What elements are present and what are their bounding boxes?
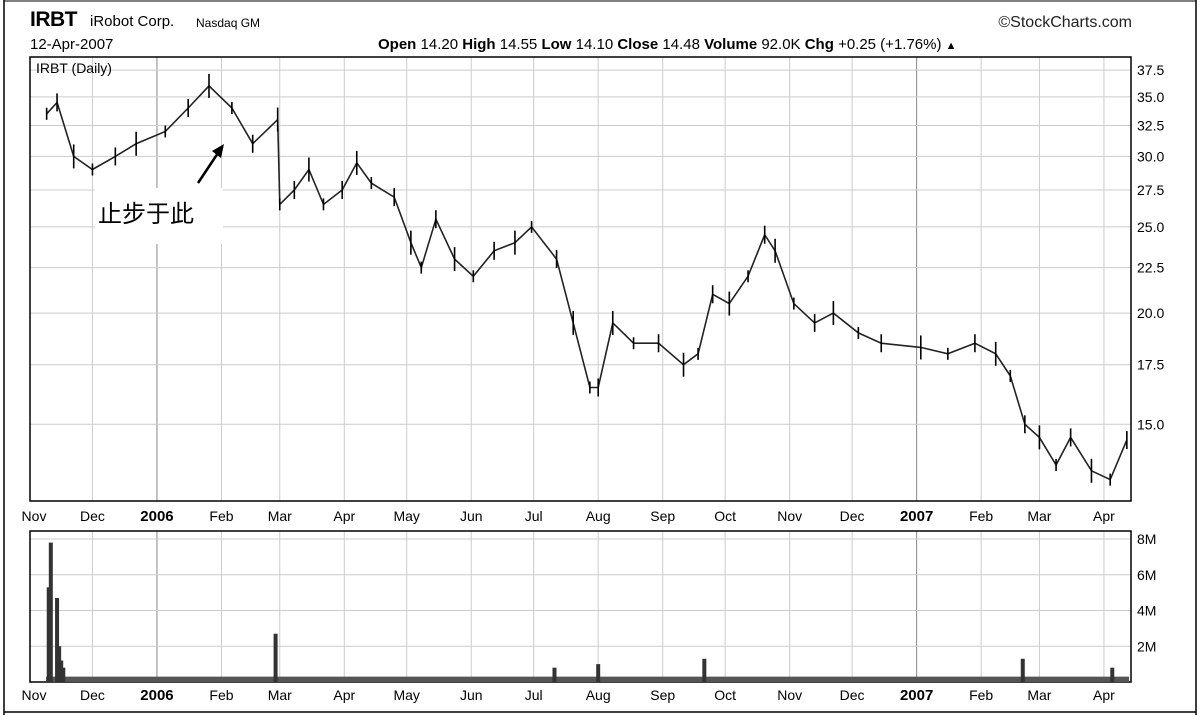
x-tick-label: Nov <box>777 508 802 524</box>
volume-bar <box>57 646 62 682</box>
price-grid <box>30 57 1131 501</box>
chart-date: 12-Apr-2007 <box>30 36 114 53</box>
x-tick-label: Nov <box>777 687 802 703</box>
source-credit[interactable]: ©StockCharts.com <box>998 14 1132 31</box>
x-tick-label: Dec <box>80 508 105 524</box>
quote-open-value: 14.20 <box>420 36 459 53</box>
x-tick-label: Nov <box>22 508 47 524</box>
y-tick-label: 30.0 <box>1137 148 1164 164</box>
quote-high-value: 14.55 <box>499 36 538 53</box>
quote-chg-label: Chg <box>804 36 834 53</box>
y-tick-label: 22.5 <box>1137 260 1164 276</box>
quote-low-label: Low <box>541 36 572 53</box>
y-tick-label: 20.0 <box>1137 305 1164 321</box>
x-tick-label: Apr <box>333 508 355 524</box>
volume-bar <box>552 667 557 682</box>
x-tick-label: Sep <box>650 687 675 703</box>
ticker-symbol: IRBT <box>30 8 78 31</box>
volume-bar <box>59 660 64 682</box>
x-tick-label: Jul <box>525 687 543 703</box>
volume-bar <box>61 667 66 682</box>
volume-y-axis: 2M 4M 6M 8M <box>1137 531 1156 654</box>
volume-bars <box>46 542 1129 682</box>
x-tick-label: Feb <box>969 687 993 703</box>
company-name: iRobot Corp. <box>90 13 175 30</box>
chart-subtitle: IRBT (Daily) <box>36 60 112 76</box>
x-tick-label: Aug <box>586 508 611 524</box>
x-tick-label: 2007 <box>900 508 933 525</box>
x-tick-label: Feb <box>969 508 993 524</box>
x-tick-label: Apr <box>1093 508 1115 524</box>
x-tick-label: Dec <box>840 687 865 703</box>
x-tick-label: Oct <box>714 687 736 703</box>
x-tick-label: Oct <box>714 508 736 524</box>
quote-volume-label: Volume <box>704 36 758 53</box>
volume-baseline-band <box>46 676 1129 682</box>
volume-bar <box>702 658 707 682</box>
quote-close-value: 14.48 <box>662 36 700 53</box>
y-tick-label: 35.0 <box>1137 89 1164 105</box>
quote-high-label: High <box>462 36 496 53</box>
price-series <box>45 73 1128 486</box>
x-tick-label: Apr <box>333 687 355 703</box>
x-tick-label: Aug <box>586 687 611 703</box>
x-tick-label: Dec <box>80 687 105 703</box>
quote-summary: Open 14.20 High 14.55 Low 14.10 Close 14… <box>378 36 957 53</box>
y-tick-label: 25.0 <box>1137 219 1164 235</box>
x-tick-label: Mar <box>1027 508 1051 524</box>
quote-volume-value: 92.0K <box>761 36 801 53</box>
x-tick-label: Nov <box>22 687 47 703</box>
y-tick-label: 32.5 <box>1137 117 1164 133</box>
y-tick-label: 27.5 <box>1137 182 1164 198</box>
volume-bar <box>1110 667 1115 682</box>
price-panel-frame <box>29 56 1132 502</box>
x-tick-label: 2006 <box>140 687 173 704</box>
y-tick-label: 2M <box>1137 638 1156 654</box>
annotation-box <box>95 188 223 244</box>
x-tick-label: Mar <box>268 687 292 703</box>
x-tick-label: Apr <box>1093 687 1115 703</box>
volume-bar <box>55 597 60 682</box>
x-tick-label: 2007 <box>900 687 933 704</box>
x-tick-label: Mar <box>268 508 292 524</box>
chg-up-icon: ▲ <box>945 40 957 52</box>
volume-bar <box>596 664 601 682</box>
y-tick-label: 6M <box>1137 567 1156 583</box>
x-tick-label: Sep <box>650 508 675 524</box>
y-tick-label: 17.5 <box>1137 357 1164 373</box>
x-tick-label: Feb <box>209 687 233 703</box>
x-tick-label: May <box>393 687 419 703</box>
x-tick-label: Mar <box>1027 687 1051 703</box>
price-x-axis: Nov Dec 2006 Feb Mar Apr May Jun Jul Aug Sep Oct Nov… <box>22 508 1116 525</box>
quote-chg-value: +0.25 (+1.76%) <box>838 36 942 53</box>
y-tick-label: 4M <box>1137 603 1156 619</box>
arrow-up-right-icon <box>196 144 224 184</box>
x-tick-label: Dec <box>840 508 865 524</box>
quote-low-value: 14.10 <box>575 36 614 53</box>
x-tick-label: Jul <box>525 508 543 524</box>
volume-bar <box>273 633 278 682</box>
volume-x-axis: Nov Dec 2006 Feb Mar Apr May Jun Jul Aug Sep Oct Nov… <box>22 687 1116 704</box>
x-tick-label: Jun <box>460 687 483 703</box>
x-tick-label: 2006 <box>140 508 173 525</box>
volume-bar <box>48 542 53 682</box>
y-tick-label: 37.5 <box>1137 62 1164 78</box>
price-line <box>46 84 1128 481</box>
quote-close-label: Close <box>617 36 659 53</box>
x-tick-label: Feb <box>209 508 233 524</box>
volume-grid <box>30 531 1131 682</box>
y-tick-label: 8M <box>1137 531 1156 547</box>
volume-panel-frame <box>29 530 1132 683</box>
x-tick-label: Jun <box>460 508 483 524</box>
quote-open-label: Open <box>378 36 417 53</box>
annotation-label: 止步于此 <box>98 200 194 228</box>
volume-bar <box>1020 658 1025 682</box>
price-y-axis: 15.0 17.5 20.0 22.5 25.0 27.5 30.0 32.5 35.0 37.5 <box>1137 62 1164 432</box>
y-tick-label: 15.0 <box>1137 416 1164 432</box>
exchange-name: Nasdaq GM <box>196 16 261 30</box>
x-tick-label: May <box>393 508 419 524</box>
volume-bar <box>46 587 51 682</box>
